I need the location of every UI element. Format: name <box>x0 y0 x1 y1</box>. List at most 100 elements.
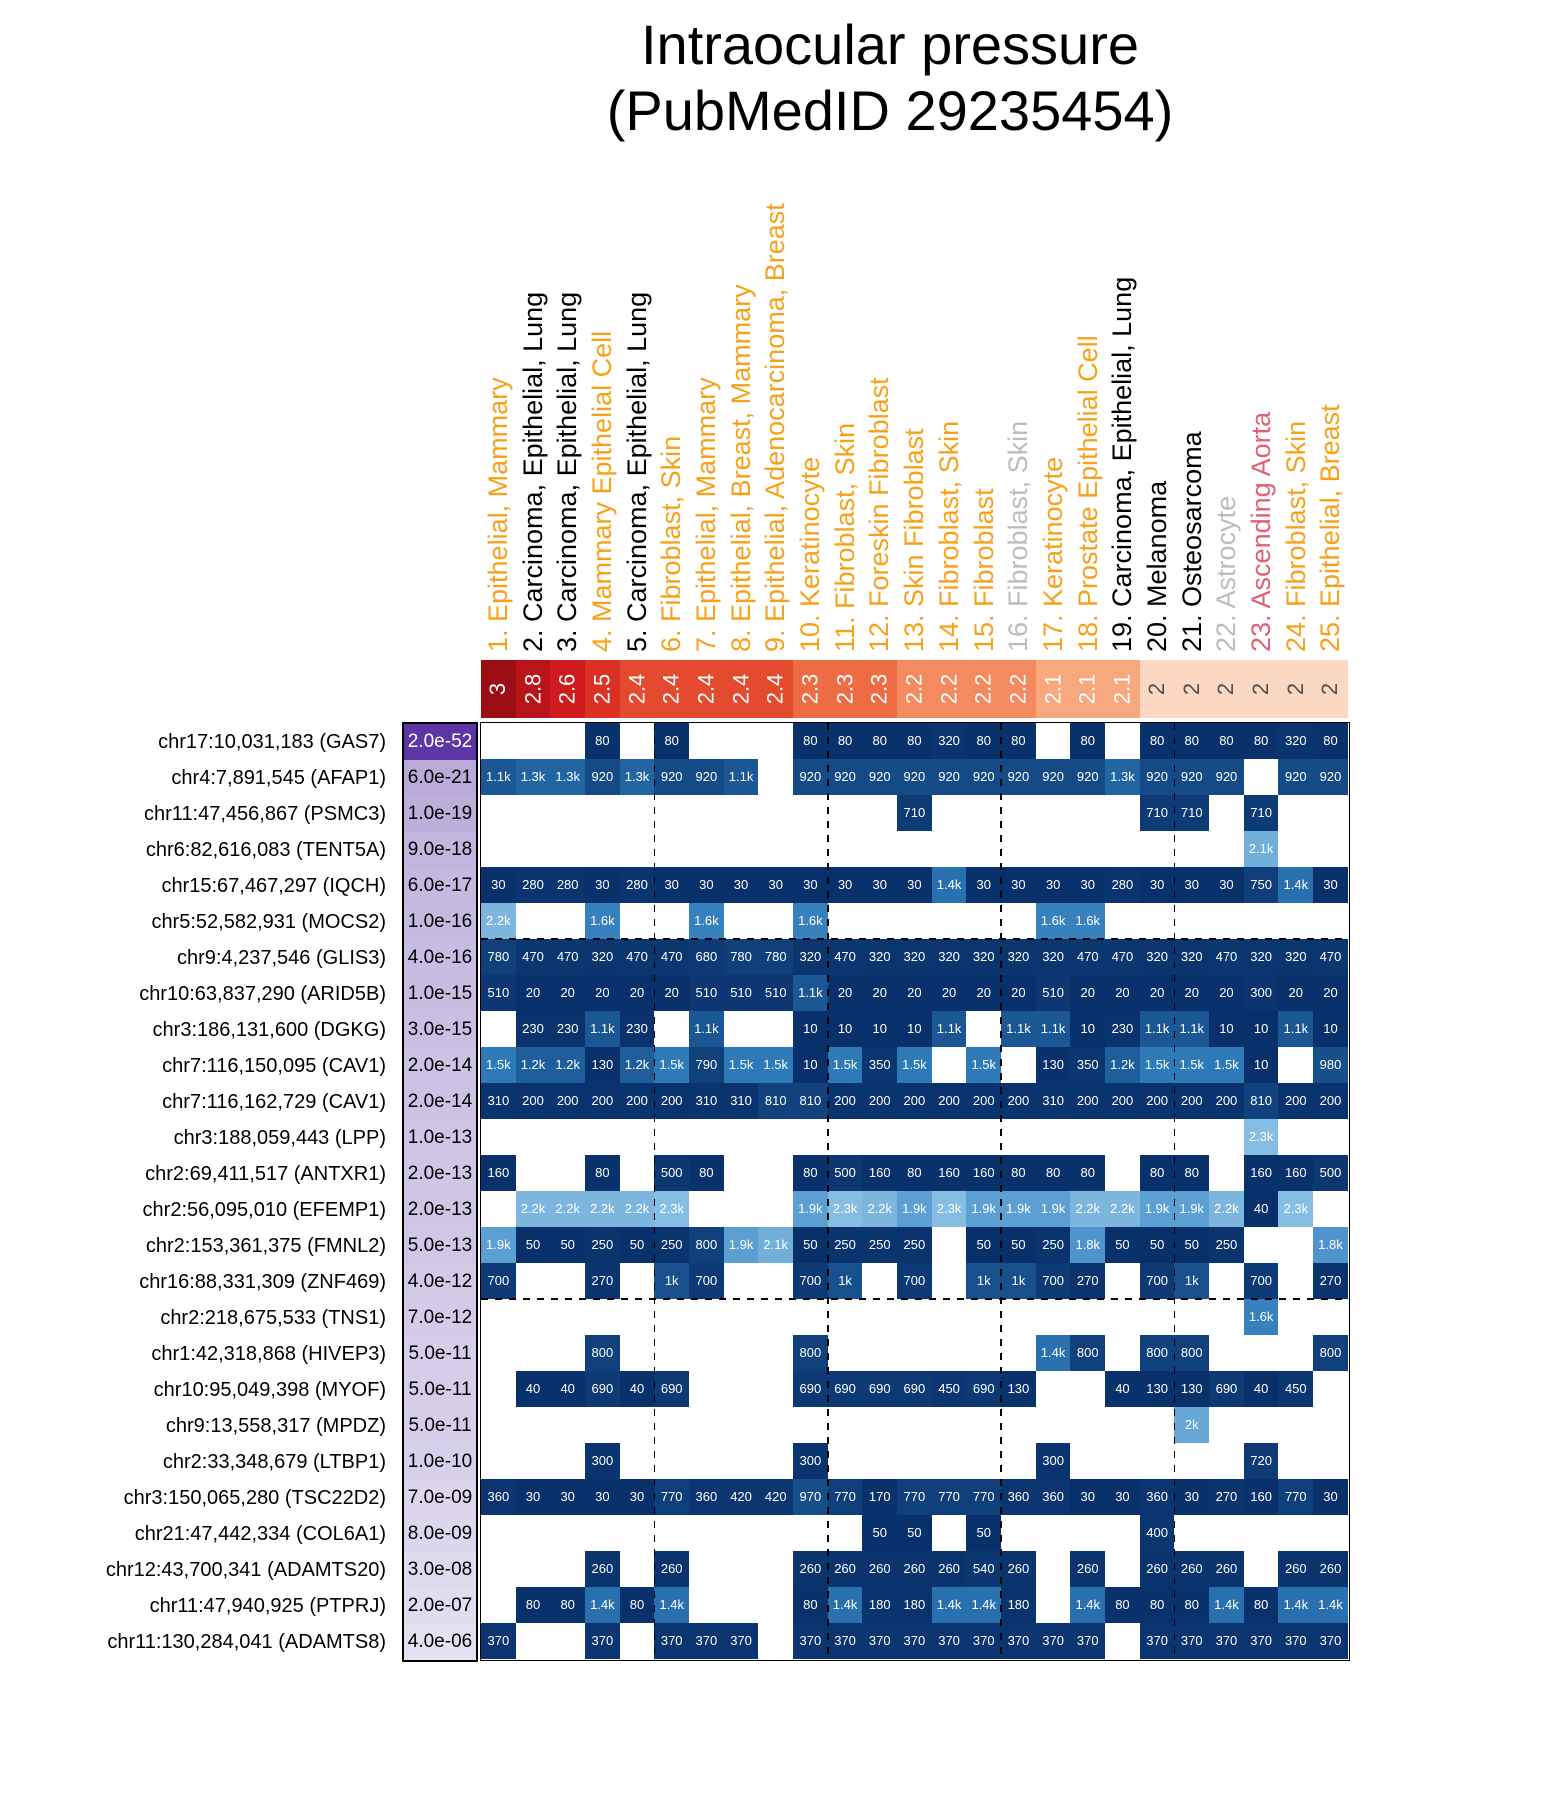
heatmap-cell <box>828 1299 863 1335</box>
heatmap-row: 1.6k <box>481 1299 1348 1335</box>
column-label: 23. Ascending Aorta <box>1245 411 1276 652</box>
heatmap-cell: 1k <box>1001 1263 1036 1299</box>
row-label: chr21:47,442,334 (COL6A1) <box>134 1523 386 1545</box>
heatmap-cell: 1.5k <box>1139 1047 1175 1083</box>
heatmap-cell: 10 <box>1070 1011 1106 1047</box>
heatmap-cell <box>1244 1515 1279 1551</box>
heatmap-cell: 30 <box>481 867 516 903</box>
vertical-dashed-line <box>1000 723 1002 1660</box>
chart-title: Intraocular pressure (PubMedID 29235454) <box>224 12 1556 144</box>
heatmap-cell: 920 <box>897 759 932 795</box>
heatmap-cell: 800 <box>1174 1335 1210 1371</box>
heatmap-cell: 2.1k <box>1243 831 1279 867</box>
heatmap-cell: 1.1k <box>723 759 759 795</box>
row-label: chr10:63,837,290 (ARID5B) <box>139 983 386 1005</box>
heatmap-cell: 80 <box>550 1587 586 1623</box>
heatmap-cell <box>932 1119 967 1155</box>
heatmap-cell: 260 <box>1174 1551 1210 1587</box>
heatmap-cell <box>1001 1407 1036 1443</box>
heatmap-cell: 80 <box>619 1587 655 1623</box>
heatmap-cell: 260 <box>1278 1551 1314 1587</box>
heatmap-row: 300 300 300 720 <box>481 1443 1348 1479</box>
heatmap-cell: 700 <box>1139 1263 1175 1299</box>
heatmap-cell: 320 <box>966 939 1002 975</box>
heatmap-cell <box>1105 1119 1140 1155</box>
heatmap-cell: 50 <box>515 1227 551 1263</box>
heatmap-cell <box>897 1443 932 1479</box>
heatmap-cell: 20 <box>931 975 967 1011</box>
heatmap-cell <box>689 795 724 831</box>
row-label: chr4:7,891,545 (AFAP1) <box>171 767 386 789</box>
score-cell: 2 <box>1313 660 1348 718</box>
heatmap-row: 50 50 50 400 <box>481 1515 1348 1551</box>
score-cell-label: 2.4 <box>693 673 719 705</box>
pvalue-cell: 3.0e-15 <box>404 1012 476 1048</box>
heatmap-cell <box>862 795 897 831</box>
heatmap-cell: 2.2k <box>550 1191 586 1227</box>
heatmap-row: 2.1k <box>481 831 1348 867</box>
heatmap-cell <box>1278 903 1313 939</box>
score-cell: 2.2 <box>897 660 932 718</box>
heatmap-cell: 920 <box>966 759 1002 795</box>
heatmap-cell <box>1209 903 1244 939</box>
heatmap-cell <box>758 1587 793 1623</box>
heatmap-cell <box>689 1443 724 1479</box>
heatmap-row: 80 80 1.4k 80 1.4k 80 1.4k 180 180 1.4k 1.4k 180 1.4… <box>481 1587 1348 1623</box>
heatmap-cell <box>828 795 863 831</box>
heatmap-cell <box>1209 1263 1244 1299</box>
heatmap-cell: 1.5k <box>758 1047 794 1083</box>
heatmap-cell: 50 <box>862 1515 898 1551</box>
heatmap-cell: 200 <box>619 1083 655 1119</box>
vertical-dashed-line <box>1173 723 1176 1660</box>
heatmap-cell: 2.2k <box>585 1191 620 1227</box>
score-cell: 2.6 <box>550 660 586 718</box>
heatmap-cell: 200 <box>515 1083 551 1119</box>
heatmap-cell: 30 <box>897 867 932 903</box>
heatmap-cell: 30 <box>862 867 898 903</box>
heatmap-cell: 370 <box>585 1623 620 1659</box>
heatmap-cell: 260 <box>931 1551 967 1587</box>
heatmap-cell <box>620 831 655 867</box>
heatmap-row: 1.9k 50 50 250 50 250 800 1.9k 2.1k 50 250 250 250 50… <box>481 1227 1348 1263</box>
heatmap-cell <box>516 1551 551 1587</box>
heatmap-cell <box>550 1155 585 1191</box>
heatmap-cell: 30 <box>827 867 863 903</box>
heatmap-cell <box>1209 1119 1244 1155</box>
row-label: chr7:116,150,095 (CAV1) <box>162 1055 386 1077</box>
heatmap-cell: 690 <box>827 1371 863 1407</box>
heatmap-cell: 130 <box>1174 1371 1210 1407</box>
score-cell-label: 2.4 <box>728 673 754 705</box>
pvalue-cell: 2.0e-13 <box>404 1192 476 1228</box>
heatmap-cell: 270 <box>1070 1263 1106 1299</box>
heatmap-cell <box>1174 903 1209 939</box>
heatmap-cell <box>828 903 863 939</box>
heatmap-cell: 1.5k <box>897 1047 932 1083</box>
heatmap-cell: 400 <box>1139 1515 1175 1551</box>
heatmap-cell: 250 <box>827 1227 863 1263</box>
score-cell: 2.4 <box>689 660 724 718</box>
heatmap-cell: 510 <box>758 975 794 1011</box>
heatmap-cell <box>1070 1443 1105 1479</box>
heatmap-cell: 690 <box>585 1371 620 1407</box>
heatmap-cell: 2.2k <box>1105 1191 1140 1227</box>
heatmap-cell <box>654 1335 689 1371</box>
heatmap-cell <box>793 795 828 831</box>
heatmap-cell <box>550 795 585 831</box>
score-cell: 2.3 <box>827 660 863 718</box>
column-label: 15. Fibroblast <box>968 488 999 652</box>
score-cell-label: 2.6 <box>554 673 580 705</box>
heatmap-cell <box>620 1551 655 1587</box>
heatmap-cell <box>620 1299 655 1335</box>
heatmap-cell <box>828 1119 863 1155</box>
heatmap-cell <box>1036 831 1071 867</box>
heatmap-cell <box>966 1407 1001 1443</box>
heatmap-cell: 200 <box>1209 1083 1244 1119</box>
heatmap-cell <box>828 831 863 867</box>
heatmap-cell: 280 <box>619 867 655 903</box>
heatmap-cell <box>620 795 655 831</box>
score-cell: 2.1 <box>1035 660 1071 718</box>
score-cell: 2.2 <box>966 660 1002 718</box>
heatmap-cell: 1.1k <box>1139 1011 1175 1047</box>
heatmap-cell <box>1174 1119 1209 1155</box>
score-cell: 2.4 <box>619 660 655 718</box>
